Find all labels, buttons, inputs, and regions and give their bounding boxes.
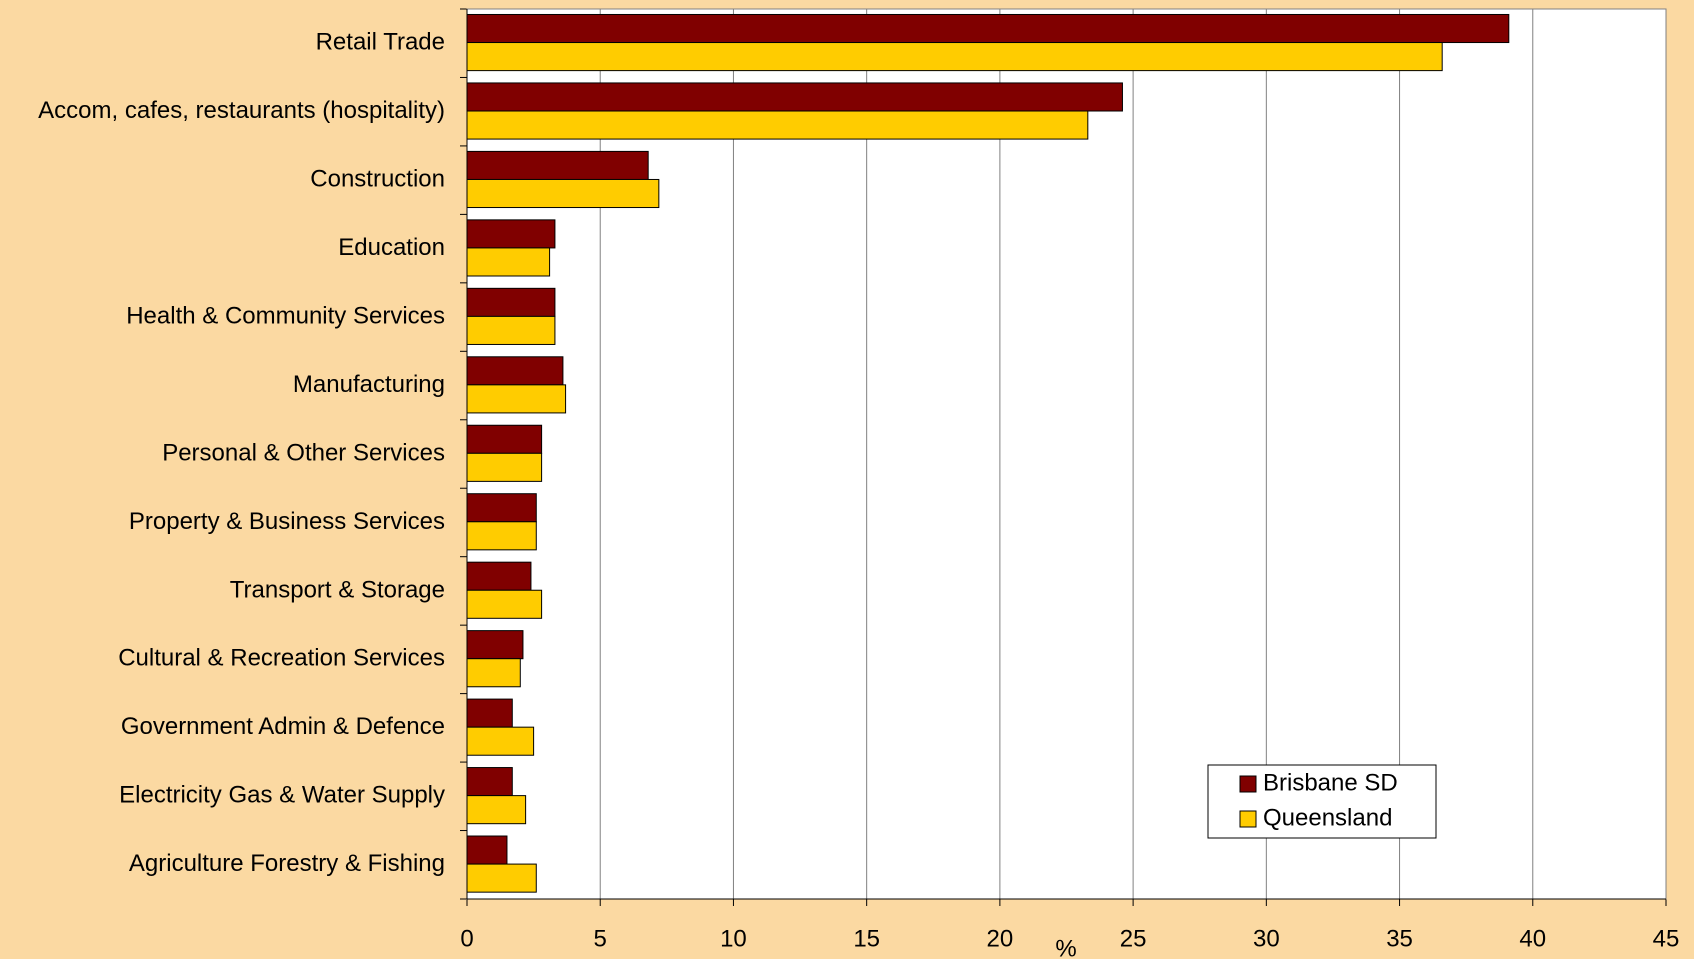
bar: [466, 658, 521, 688]
legend-label: Queensland: [1263, 804, 1392, 831]
legend-swatch: [1239, 810, 1257, 828]
plot-area: [467, 9, 1666, 899]
y-tick-label: Accom, cafes, restaurants (hospitality): [38, 97, 445, 124]
x-tick-label: 45: [1653, 925, 1680, 952]
bar: [466, 493, 537, 523]
bar: [466, 219, 556, 249]
bar: [466, 698, 513, 728]
bar: [466, 630, 524, 660]
bar: [466, 356, 564, 386]
y-tick-label: Manufacturing: [293, 371, 445, 398]
y-tick-label: Education: [338, 234, 445, 261]
bar: [466, 150, 649, 180]
y-tick-label: Transport & Storage: [230, 576, 445, 603]
y-tick-label: Personal & Other Services: [162, 439, 445, 466]
bar: [466, 452, 543, 482]
bar: [466, 561, 532, 591]
x-axis-label: %: [1055, 935, 1076, 959]
y-tick-label: Construction: [310, 165, 445, 192]
x-tick-label: 25: [1120, 925, 1147, 952]
bar: [466, 287, 556, 317]
bar: [466, 82, 1123, 112]
x-tick-label: 10: [720, 925, 747, 952]
bar: [466, 13, 1510, 44]
x-tick-label: 20: [987, 925, 1014, 952]
bar: [466, 767, 513, 797]
bar: [466, 315, 556, 345]
x-tick-label: 35: [1386, 925, 1413, 952]
y-tick-label: Property & Business Services: [129, 508, 445, 535]
bar: [466, 42, 1443, 72]
y-tick-label: Retail Trade: [316, 29, 445, 56]
bar: [466, 835, 508, 865]
bar: [466, 726, 535, 756]
y-tick-label: Cultural & Recreation Services: [118, 645, 445, 672]
legend-swatch: [1239, 775, 1257, 793]
y-tick-label: Health & Community Services: [126, 302, 445, 329]
bar: [466, 178, 660, 209]
bar: [466, 424, 543, 454]
y-tick-label: Agriculture Forestry & Fishing: [129, 850, 445, 877]
x-tick-label: 15: [853, 925, 880, 952]
bar: [466, 247, 551, 277]
bar: [466, 110, 1089, 140]
bar: [466, 384, 567, 414]
bar: [466, 863, 537, 893]
legend-label: Brisbane SD: [1263, 769, 1398, 796]
bar: [466, 589, 543, 619]
x-tick-label: 5: [594, 925, 607, 952]
x-tick-label: 30: [1253, 925, 1280, 952]
bar: [466, 795, 527, 825]
y-tick-label: Electricity Gas & Water Supply: [119, 782, 445, 809]
bar: [466, 521, 537, 551]
x-tick-label: 0: [460, 925, 473, 952]
y-tick-label: Government Admin & Defence: [121, 713, 445, 740]
x-tick-label: 40: [1519, 925, 1546, 952]
